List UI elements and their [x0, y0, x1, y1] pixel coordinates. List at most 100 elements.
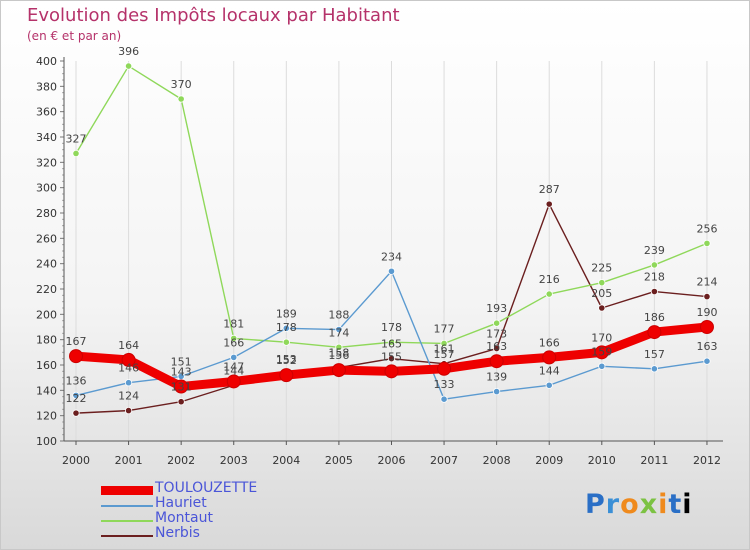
legend-label-toulouzette: TOULOUZETTE [155, 480, 258, 496]
data-label-hauriet: 166 [223, 336, 244, 349]
data-label-toulouzette: 164 [118, 339, 139, 352]
data-label-nerbis: 165 [381, 338, 402, 351]
data-point-toulouzette [594, 345, 609, 360]
chart-title: Evolution des Impôts locaux par Habitant [27, 5, 400, 26]
x-tick-label-2009: 2009 [535, 454, 563, 467]
y-tick-label: 320 [36, 156, 57, 169]
data-label-hauriet: 144 [539, 364, 560, 377]
data-point-nerbis [124, 406, 133, 415]
data-point-hauriet [650, 365, 658, 373]
legend-item-nerbis: Nerbis [101, 525, 321, 543]
data-point-toulouzette [384, 364, 399, 379]
data-label-toulouzette: 147 [223, 360, 244, 373]
data-label-nerbis: 161 [434, 343, 455, 356]
legend-item-toulouzette: TOULOUZETTE [101, 480, 321, 498]
y-tick-label: 160 [36, 359, 57, 372]
data-point-montaut [72, 149, 80, 158]
proxiti-logo: Proxiti [585, 489, 693, 520]
data-label-nerbis: 153 [276, 353, 297, 366]
data-point-toulouzette [279, 368, 294, 383]
y-tick-label: 400 [36, 55, 57, 68]
data-label-hauriet: 136 [66, 374, 87, 387]
legend-swatch-nerbis [101, 535, 153, 537]
data-label-nerbis: 122 [66, 392, 87, 405]
data-label-toulouzette: 152 [276, 354, 297, 367]
data-point-hauriet [493, 387, 501, 396]
y-tick-label: 200 [36, 308, 57, 321]
data-label-nerbis: 158 [328, 347, 349, 360]
data-label-toulouzette: 143 [171, 366, 192, 379]
data-label-hauriet: 159 [591, 345, 612, 358]
data-point-toulouzette [226, 374, 241, 389]
data-label-montaut: 178 [381, 321, 402, 334]
data-point-toulouzette [69, 349, 83, 364]
x-tick-label-2001: 2001 [115, 454, 143, 467]
data-point-hauriet [230, 353, 238, 361]
data-label-montaut: 174 [328, 326, 349, 339]
data-label-toulouzette: 156 [328, 349, 349, 362]
data-point-nerbis [72, 409, 80, 417]
data-point-toulouzette [437, 361, 452, 376]
data-point-nerbis [598, 304, 606, 312]
y-tick-label: 240 [36, 258, 57, 271]
data-label-toulouzette: 170 [591, 331, 612, 344]
data-label-montaut: 327 [66, 132, 87, 145]
data-label-hauriet: 188 [328, 309, 349, 322]
legend-item-hauriet: Hauriet [101, 495, 321, 513]
data-label-nerbis: 131 [171, 381, 192, 394]
data-point-montaut [493, 319, 501, 327]
x-tick-label-2004: 2004 [272, 454, 300, 467]
data-point-toulouzette [647, 325, 662, 340]
data-point-hauriet [545, 381, 553, 389]
data-point-hauriet [387, 267, 396, 275]
data-point-hauriet [440, 395, 448, 403]
y-tick-label: 360 [36, 106, 57, 119]
data-label-montaut: 239 [644, 244, 665, 257]
data-label-hauriet: 189 [276, 307, 297, 320]
x-tick-label-2006: 2006 [377, 454, 405, 467]
data-label-hauriet: 146 [118, 362, 139, 375]
y-tick-label: 280 [36, 207, 57, 220]
data-label-hauriet: 133 [434, 378, 455, 391]
legend-label-nerbis: Nerbis [155, 525, 200, 541]
data-point-toulouzette [699, 320, 714, 334]
y-tick-label: 120 [36, 410, 57, 423]
data-label-nerbis: 173 [486, 328, 507, 341]
data-label-montaut: 225 [591, 262, 612, 275]
data-point-montaut [335, 343, 343, 351]
x-tick-label-2011: 2011 [640, 454, 668, 467]
data-point-montaut [650, 261, 658, 269]
legend-swatch-hauriet [101, 505, 153, 507]
data-label-hauriet: 163 [696, 340, 717, 353]
data-label-toulouzette: 166 [539, 336, 560, 349]
data-point-montaut [703, 239, 711, 247]
data-point-nerbis [177, 398, 185, 406]
data-label-toulouzette: 186 [644, 311, 665, 324]
data-point-nerbis [387, 355, 396, 363]
data-point-montaut [387, 338, 396, 346]
data-label-nerbis: 214 [696, 276, 717, 289]
x-tick-label-2003: 2003 [220, 454, 248, 467]
y-tick-label: 140 [36, 384, 57, 397]
data-label-nerbis: 144 [223, 364, 244, 377]
data-point-hauriet [703, 357, 711, 365]
y-tick-label: 380 [36, 80, 57, 93]
data-label-montaut: 216 [539, 273, 560, 286]
data-label-toulouzette: 163 [486, 340, 507, 353]
data-label-nerbis: 218 [644, 271, 665, 284]
data-label-hauriet: 234 [381, 250, 402, 263]
data-label-hauriet: 151 [171, 355, 192, 368]
y-tick-label: 100 [36, 435, 57, 448]
data-label-hauriet: 157 [644, 348, 665, 361]
legend-swatch-montaut [101, 520, 153, 522]
data-point-toulouzette [331, 363, 346, 378]
data-point-montaut [545, 290, 553, 298]
data-label-toulouzette: 157 [434, 348, 455, 361]
x-tick-label-2000: 2000 [62, 454, 90, 467]
data-label-toulouzette: 155 [381, 350, 402, 363]
data-label-nerbis: 124 [118, 390, 139, 403]
data-label-montaut: 256 [696, 222, 717, 235]
data-point-toulouzette [121, 352, 136, 367]
data-label-montaut: 370 [171, 78, 192, 91]
y-tick-label: 300 [36, 182, 57, 195]
